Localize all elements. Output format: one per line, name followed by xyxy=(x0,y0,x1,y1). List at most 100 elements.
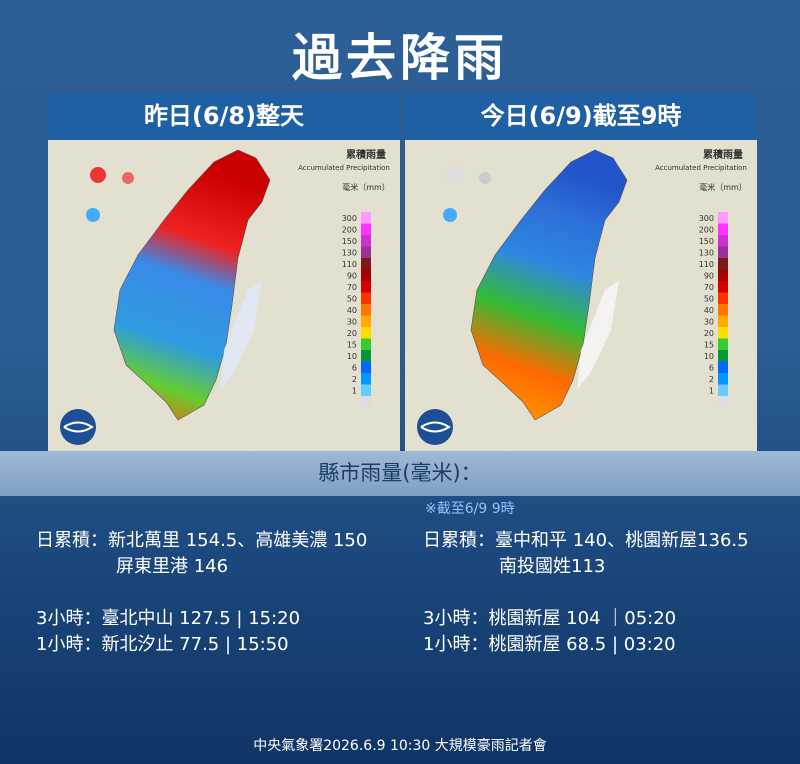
logo-wave xyxy=(420,421,451,433)
map-subtitle: Accumulated Precipitation xyxy=(655,164,747,172)
legend-label: 2 xyxy=(352,375,357,384)
rain-map: 累積雨量 Accumulated Precipitation 毫米（mm） 300 20… xyxy=(405,140,757,451)
legend-swatch xyxy=(361,327,371,339)
legend-swatch xyxy=(718,258,728,270)
rain-column: 日累積：臺中和平 140、桃園新屋136.5 南投國姓113 3小時：桃園新屋 10… xyxy=(423,528,749,658)
legend-swatch xyxy=(361,361,371,373)
legend-swatch xyxy=(361,235,371,247)
rain-line: 日累積：臺中和平 140、桃園新屋136.5 xyxy=(423,530,749,551)
legend-label: 150 xyxy=(699,237,714,246)
legend-swatch xyxy=(718,304,728,316)
rain-line: 屏東里港 146 xyxy=(116,556,229,577)
legend-swatch xyxy=(718,223,728,235)
rain-line: 南投國姓113 xyxy=(499,556,606,577)
map-title: 累積雨量 xyxy=(703,148,743,161)
legend-swatch xyxy=(361,292,371,304)
legend-label: 1 xyxy=(709,387,714,396)
footer: 中央氣象署2026.6.9 10:30 大規模豪雨記者會 xyxy=(0,735,800,755)
logo xyxy=(60,409,96,445)
rain-line: 1小時：桃園新屋 68.5 | 03:20 xyxy=(423,634,676,655)
map-title: 累積雨量 xyxy=(346,148,386,161)
legend-label: 15 xyxy=(704,341,714,350)
legend-swatch xyxy=(361,223,371,235)
legend-swatch xyxy=(718,235,728,247)
legend-label: 90 xyxy=(704,272,714,281)
legend-swatch xyxy=(361,212,371,224)
map-unit: 毫米（mm） xyxy=(699,182,747,192)
east-coast xyxy=(577,280,619,390)
legend-swatch xyxy=(718,292,728,304)
legend-label: 40 xyxy=(704,306,714,315)
map-unit: 毫米（mm） xyxy=(342,182,390,192)
legend-label: 150 xyxy=(342,237,357,246)
legend-label: 70 xyxy=(704,283,714,292)
legend-swatch xyxy=(718,212,728,224)
legend-label: 10 xyxy=(347,352,357,361)
legend-swatch xyxy=(718,246,728,258)
footer-text: 中央氣象署2026.6.9 10:30 大規模豪雨記者會 xyxy=(253,738,547,754)
title: 過去降雨 xyxy=(292,29,508,87)
legend-label: 50 xyxy=(347,295,357,304)
legend-label: 110 xyxy=(342,260,357,269)
legend-swatch xyxy=(361,373,371,385)
panel-heading: 昨日(6/8)整天 xyxy=(48,93,400,140)
legend-label: 110 xyxy=(699,260,714,269)
rain-line: 1小時：新北汐止 77.5 | 15:50 xyxy=(36,634,289,655)
logo xyxy=(417,409,453,445)
map-panel: 今日(6/9)截至9時累積雨量 Accumulated Precipitation… xyxy=(405,93,757,451)
islands xyxy=(90,167,106,183)
legend-swatch xyxy=(361,269,371,281)
legend-swatch xyxy=(718,315,728,327)
legend-label: 40 xyxy=(347,306,357,315)
legend-label: 30 xyxy=(347,318,357,327)
legend-swatch xyxy=(718,350,728,362)
rain-line: 日累積：新北萬里 154.5、高雄美濃 150 xyxy=(36,530,368,551)
legend-swatch xyxy=(361,281,371,293)
logo-wave xyxy=(63,421,94,433)
section-title: 縣市雨量(毫米)： xyxy=(0,451,800,496)
legend-label: 300 xyxy=(699,214,714,223)
panel-heading: 今日(6/9)截至9時 xyxy=(405,93,757,140)
legend-label: 20 xyxy=(704,329,714,338)
rain-column: 日累積：新北萬里 154.5、高雄美濃 150 屏東里港 146 3小時：臺北中山 … xyxy=(36,528,367,658)
islands xyxy=(86,208,100,222)
legend-swatch-zero xyxy=(361,396,371,408)
legend-label: 70 xyxy=(347,283,357,292)
legend-swatch xyxy=(718,373,728,385)
islands xyxy=(447,167,463,183)
legend-label: 6 xyxy=(352,364,357,373)
islands xyxy=(443,208,457,222)
legend-swatch xyxy=(361,384,371,396)
legend-label: 10 xyxy=(704,352,714,361)
legend-swatch xyxy=(718,338,728,350)
legend-swatch xyxy=(361,350,371,362)
legend-swatch xyxy=(718,384,728,396)
legend-label: 2 xyxy=(709,375,714,384)
islands xyxy=(479,172,491,184)
legend-swatch-zero xyxy=(718,396,728,408)
legend-label: 20 xyxy=(347,329,357,338)
legend-label: 6 xyxy=(709,364,714,373)
legend-label: 300 xyxy=(342,214,357,223)
legend-swatch xyxy=(718,327,728,339)
legend-swatch xyxy=(361,304,371,316)
taiwan-shape xyxy=(470,149,628,421)
legend-label: 15 xyxy=(347,341,357,350)
legend-label: 90 xyxy=(347,272,357,281)
legend-label: 130 xyxy=(699,249,714,258)
legend-swatch xyxy=(361,315,371,327)
legend-swatch xyxy=(361,338,371,350)
legend-label: 50 xyxy=(704,295,714,304)
legend-label: 30 xyxy=(704,318,714,327)
legend-label: 200 xyxy=(342,226,357,235)
rain-line: 3小時：臺北中山 127.5 | 15:20 xyxy=(36,608,301,629)
legend-swatch xyxy=(718,269,728,281)
east-coast xyxy=(220,280,262,390)
legend-label: 200 xyxy=(699,226,714,235)
legend-label: 1 xyxy=(352,387,357,396)
legend-swatch xyxy=(718,281,728,293)
rain-line: 3小時：桃園新屋 104 ｜05:20 xyxy=(423,608,677,629)
legend-swatch xyxy=(361,258,371,270)
islands xyxy=(122,172,134,184)
